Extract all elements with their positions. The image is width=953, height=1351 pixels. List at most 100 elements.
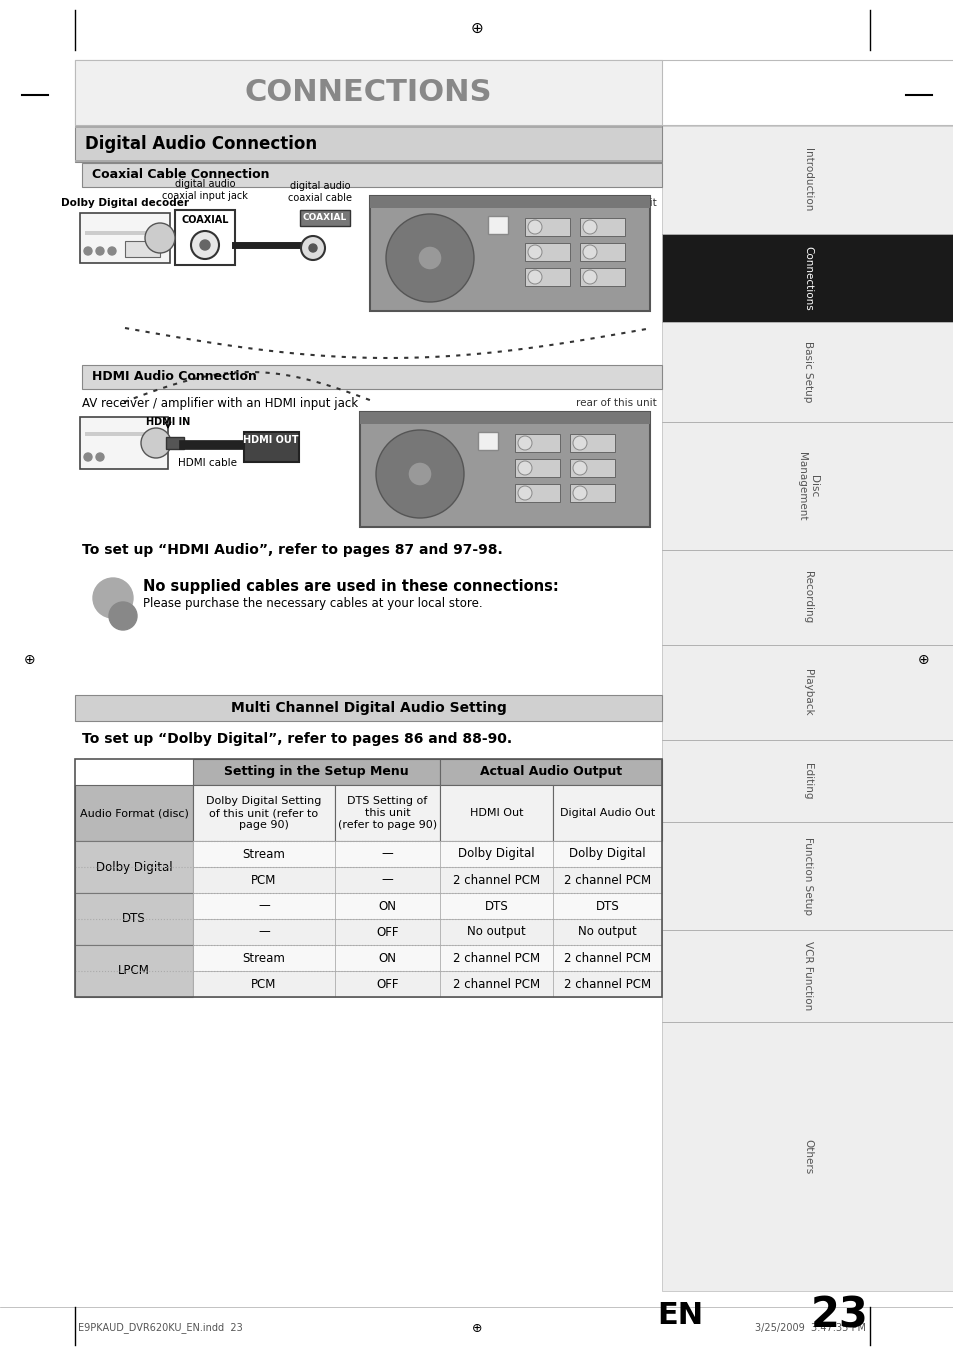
Bar	[439, 944, 553, 971]
Text: —: —	[381, 847, 393, 861]
Text: COAXIAL: COAXIAL	[181, 215, 229, 226]
Text: COAXIAL: COAXIAL	[302, 213, 347, 223]
Bar	[75, 694, 661, 721]
Bar	[439, 842, 553, 867]
Bar	[82, 163, 661, 186]
Text: Disc
Management: Disc Management	[797, 451, 818, 520]
Text: Connections: Connections	[802, 246, 812, 311]
Bar	[335, 971, 439, 997]
Text: —: —	[258, 925, 270, 939]
Circle shape	[96, 247, 104, 255]
Text: Dolby Digital: Dolby Digital	[569, 847, 645, 861]
Circle shape	[191, 231, 219, 259]
Bar	[335, 893, 439, 919]
Text: digital audio
coaxial input jack: digital audio coaxial input jack	[162, 180, 248, 201]
Text: DTS: DTS	[484, 900, 508, 912]
Circle shape	[386, 213, 474, 303]
Bar	[439, 919, 553, 944]
Bar	[335, 944, 439, 971]
Bar	[439, 971, 553, 997]
Bar	[661, 550, 953, 644]
Bar	[193, 919, 335, 944]
Text: Please purchase the necessary cables at your local store.: Please purchase the necessary cables at …	[143, 597, 482, 611]
Text: No output: No output	[467, 925, 525, 939]
Circle shape	[582, 245, 597, 259]
Bar	[524, 218, 569, 236]
Text: DTS: DTS	[595, 900, 618, 912]
Bar	[75, 893, 193, 944]
Bar	[193, 867, 335, 893]
Bar	[661, 1021, 953, 1292]
Circle shape	[582, 270, 597, 284]
Text: Basic Setup: Basic Setup	[802, 342, 812, 403]
Bar	[553, 944, 661, 971]
Text: Setting in the Setup Menu: Setting in the Setup Menu	[224, 766, 409, 778]
Bar	[359, 412, 649, 527]
Text: Dolby Digital decoder: Dolby Digital decoder	[61, 199, 189, 208]
Circle shape	[573, 486, 586, 500]
Text: 2 channel PCM: 2 channel PCM	[563, 874, 650, 886]
Bar	[244, 432, 298, 462]
Text: Dolby Digital: Dolby Digital	[95, 861, 172, 874]
Text: ⊕: ⊕	[470, 20, 483, 35]
Circle shape	[527, 245, 541, 259]
Text: HDMI IN: HDMI IN	[146, 417, 190, 427]
Text: HDMI OUT: HDMI OUT	[243, 435, 298, 444]
Bar	[359, 412, 649, 424]
Text: OFF: OFF	[375, 978, 398, 990]
Bar	[85, 231, 165, 235]
Text: Function Setup: Function Setup	[802, 838, 812, 915]
Bar	[553, 893, 661, 919]
Text: Stream: Stream	[242, 951, 285, 965]
Text: ⊕: ⊕	[917, 653, 929, 667]
Bar	[174, 209, 234, 265]
Bar	[515, 484, 559, 503]
Bar	[193, 842, 335, 867]
Bar	[193, 785, 335, 842]
Bar	[75, 126, 661, 128]
Circle shape	[145, 223, 174, 253]
Text: Stream: Stream	[242, 847, 285, 861]
Bar	[488, 216, 507, 234]
Bar	[661, 322, 953, 422]
Bar	[299, 209, 350, 226]
Text: 3/25/2009  3:47:35 PM: 3/25/2009 3:47:35 PM	[754, 1323, 865, 1333]
Circle shape	[84, 247, 91, 255]
Bar	[579, 243, 624, 261]
Bar	[569, 484, 615, 503]
Text: Recording: Recording	[802, 571, 812, 624]
Text: —: —	[381, 874, 393, 886]
Text: DTS: DTS	[122, 912, 146, 925]
Circle shape	[408, 462, 432, 486]
Text: CONNECTIONS: CONNECTIONS	[245, 78, 492, 107]
Bar	[569, 459, 615, 477]
Bar	[515, 434, 559, 453]
Text: 2 channel PCM: 2 channel PCM	[453, 874, 539, 886]
Circle shape	[582, 220, 597, 234]
Text: PCM: PCM	[251, 978, 276, 990]
Circle shape	[96, 453, 104, 461]
Bar	[75, 759, 661, 997]
Bar	[439, 893, 553, 919]
Bar	[82, 365, 661, 389]
Bar	[477, 432, 497, 450]
Bar	[193, 971, 335, 997]
Bar	[439, 785, 553, 842]
Bar	[75, 944, 193, 997]
Text: Others: Others	[802, 1139, 812, 1174]
Text: VCR Function: VCR Function	[802, 942, 812, 1011]
Text: ⊕: ⊕	[24, 653, 36, 667]
Bar	[524, 243, 569, 261]
Text: Actual Audio Output: Actual Audio Output	[479, 766, 621, 778]
Bar	[75, 59, 953, 126]
Bar	[166, 436, 184, 449]
Circle shape	[200, 240, 210, 250]
Text: ON: ON	[378, 951, 396, 965]
Bar	[553, 785, 661, 842]
Circle shape	[573, 436, 586, 450]
Bar	[524, 267, 569, 286]
Bar	[579, 218, 624, 236]
Bar	[335, 785, 439, 842]
Circle shape	[573, 461, 586, 476]
Text: HDMI cable: HDMI cable	[178, 458, 237, 467]
